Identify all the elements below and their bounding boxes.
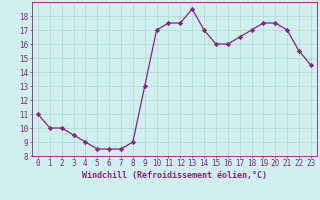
X-axis label: Windchill (Refroidissement éolien,°C): Windchill (Refroidissement éolien,°C) bbox=[82, 171, 267, 180]
